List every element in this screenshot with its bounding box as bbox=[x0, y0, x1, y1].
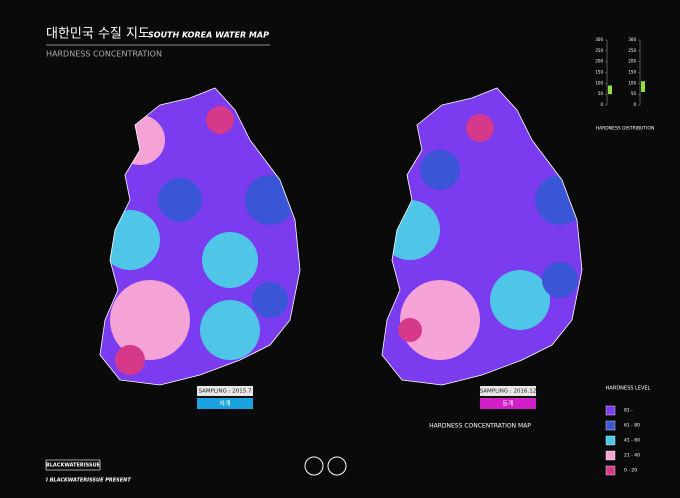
subtitle: SOUTH KOREA WATER MAP bbox=[148, 31, 269, 40]
legend-swatch bbox=[605, 405, 616, 416]
distribution-title: HARDNESS DISTRIBUTION bbox=[596, 126, 655, 132]
legend-label: 81 - bbox=[624, 408, 633, 414]
legend-swatch bbox=[605, 420, 616, 431]
legend-label: 41 - 60 bbox=[624, 438, 640, 444]
tick-label: 100 bbox=[595, 80, 603, 85]
legend-label: 0 - 20 bbox=[624, 468, 637, 474]
sampling: SAMPLING : 2015.7 bbox=[198, 389, 252, 395]
range-bar bbox=[608, 85, 612, 95]
tick-label: 50 bbox=[598, 91, 604, 96]
caption: HARDNESS CONCENTRATION bbox=[46, 50, 162, 59]
brand-box bbox=[45, 459, 101, 471]
tick-label: 50 bbox=[631, 91, 637, 96]
tick-label: 100 bbox=[628, 80, 636, 85]
season-box bbox=[480, 398, 536, 409]
tick-label: 0 bbox=[633, 102, 636, 107]
sampling-box bbox=[197, 386, 253, 396]
logo bbox=[304, 456, 324, 476]
legend-swatch bbox=[605, 465, 616, 476]
tick-label: 0 bbox=[600, 102, 603, 107]
tick-label: 300 bbox=[595, 37, 603, 42]
tick-label: 250 bbox=[628, 48, 636, 53]
tick-label: 200 bbox=[595, 59, 603, 64]
brand: BLACKWATERISSUE bbox=[46, 463, 101, 469]
legend-swatch bbox=[605, 450, 616, 461]
season: 동계 bbox=[502, 400, 513, 408]
title: 대한민국 수질 지도 bbox=[46, 27, 150, 42]
legend-label: 21 - 40 bbox=[624, 453, 640, 459]
tick-label: 250 bbox=[595, 48, 603, 53]
legend-swatch bbox=[605, 435, 616, 446]
sampling: SAMPLING : 2016.12 bbox=[480, 389, 537, 395]
legend-title: HARDNESS LEVEL bbox=[606, 386, 651, 392]
tick-label: 300 bbox=[628, 37, 636, 42]
tick-label: 150 bbox=[628, 70, 636, 75]
sampling-box bbox=[480, 386, 536, 396]
tick-label: 200 bbox=[628, 59, 636, 64]
season-box bbox=[197, 398, 253, 409]
presents: I BLACKWATERISSUE PRESENT bbox=[46, 478, 131, 484]
legend-label: 61 - 80 bbox=[624, 423, 640, 429]
season: 하계 bbox=[219, 400, 230, 408]
range-bar bbox=[641, 81, 645, 92]
tick-label: 150 bbox=[595, 70, 603, 75]
map-title: HARDNESS CONCENTRATION MAP bbox=[429, 423, 531, 430]
logo bbox=[327, 456, 347, 476]
